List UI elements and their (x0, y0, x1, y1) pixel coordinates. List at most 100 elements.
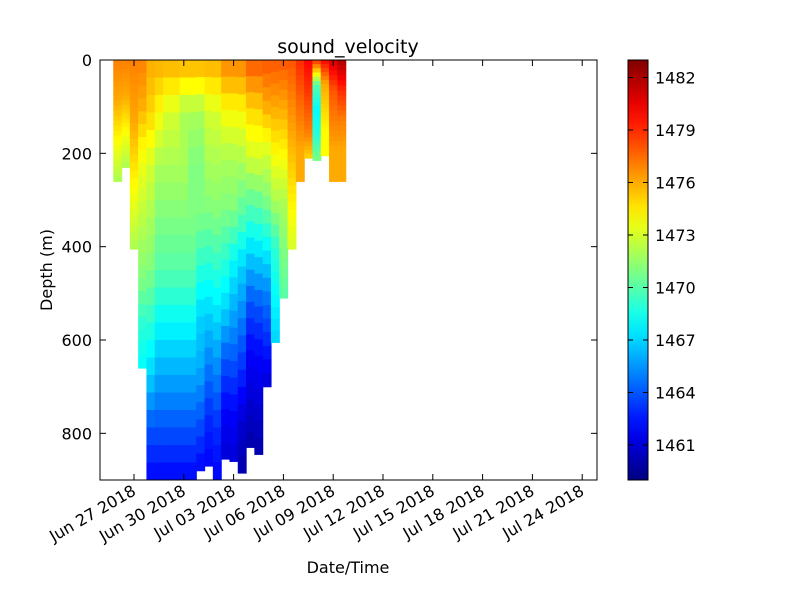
heat-cell (229, 327, 239, 345)
heat-cell (279, 159, 289, 170)
heat-cell (113, 130, 123, 137)
heat-cell (171, 95, 181, 114)
heat-cell (304, 137, 314, 143)
heat-cell (179, 95, 189, 114)
heat-cell (129, 138, 139, 148)
heat-cell (129, 99, 139, 108)
heat-cell (129, 233, 139, 242)
heat-cell (171, 375, 181, 394)
heat-cell (246, 269, 255, 287)
heat-cell (312, 76, 322, 82)
heat-cell (262, 318, 272, 333)
heat-cell (179, 445, 189, 464)
heat-cell (279, 258, 289, 269)
heat-cell (295, 70, 305, 76)
heat-cell (329, 166, 338, 172)
heat-cell (204, 415, 214, 433)
heat-cell (329, 105, 338, 112)
heat-cell (196, 333, 206, 352)
heat-cell (246, 108, 255, 126)
heat-cell (179, 112, 189, 131)
heat-cell (254, 142, 264, 160)
heat-cell (320, 151, 330, 157)
heat-cell (304, 64, 314, 69)
heat-cell (113, 140, 123, 147)
heat-cell (246, 205, 255, 222)
heat-cell (154, 322, 164, 341)
heat-cell (196, 77, 206, 95)
heat-cell (163, 357, 172, 376)
heat-cell (295, 115, 305, 122)
heat-cell (146, 252, 156, 271)
heat-cell (312, 139, 322, 145)
heat-cell (171, 235, 181, 254)
heat-cell (212, 252, 222, 271)
heat-cell (279, 198, 289, 210)
heat-cell (304, 141, 314, 147)
heat-cell (163, 130, 172, 149)
heat-cell (113, 171, 123, 177)
depth-profile-25 (320, 60, 330, 157)
heat-cell (212, 392, 222, 411)
heat-cell (337, 80, 347, 86)
heat-cell (171, 217, 181, 236)
heat-cell (138, 188, 148, 202)
heat-cell (312, 101, 322, 107)
heat-cell (270, 248, 280, 261)
heat-cell (221, 93, 231, 111)
heat-cell (221, 60, 231, 78)
heat-cell (154, 270, 164, 289)
heat-cell (337, 125, 347, 132)
depth-profile-17 (254, 60, 264, 455)
heat-cell (337, 110, 347, 117)
heat-cell (320, 115, 330, 121)
heat-cell (146, 462, 156, 480)
heat-cell (204, 263, 214, 281)
heat-cell (163, 462, 172, 480)
heat-cell (129, 193, 139, 203)
heat-cell (221, 126, 231, 144)
heat-cell (279, 79, 289, 91)
heat-cell (229, 260, 239, 278)
heat-cell (337, 70, 347, 76)
heat-cell (246, 318, 255, 335)
heat-cell (262, 345, 272, 361)
heat-cell (121, 131, 131, 137)
heat-cell (204, 330, 214, 349)
heat-cell (270, 271, 280, 285)
heat-cell (171, 182, 181, 201)
heat-cell (329, 115, 338, 122)
heat-cell (113, 80, 123, 86)
heat-cell (295, 140, 305, 147)
heat-cell (171, 165, 181, 184)
heat-cell (295, 171, 305, 177)
heat-cell (287, 83, 297, 93)
heat-cell (163, 252, 172, 271)
heat-cell (179, 235, 189, 254)
heat-cell (154, 305, 164, 324)
heat-cell (187, 147, 197, 166)
heat-cell (329, 85, 338, 91)
heat-cell (295, 95, 305, 102)
heat-cell (304, 72, 314, 77)
heat-cell (154, 77, 164, 96)
heat-cell (187, 95, 197, 114)
heat-cell (295, 161, 305, 167)
heat-cell (163, 322, 172, 341)
heat-cell (279, 268, 289, 279)
colorbar-ticks: 1461 1464 1467 1470 1473 1476 1479 1482 (628, 69, 696, 455)
heat-cell (138, 60, 148, 74)
heat-cell (312, 151, 322, 157)
heat-cell (329, 110, 338, 117)
heat-cell (246, 382, 255, 400)
heat-cell (212, 445, 222, 464)
heat-cell (163, 270, 172, 289)
heat-cell (279, 119, 289, 131)
heat-cell (179, 147, 189, 166)
heat-cell (129, 91, 139, 100)
y-tick-label: 200 (61, 144, 92, 163)
heat-cell (221, 375, 231, 394)
heat-cell (187, 270, 197, 289)
heat-cell (270, 236, 280, 249)
heat-cell (212, 130, 222, 149)
